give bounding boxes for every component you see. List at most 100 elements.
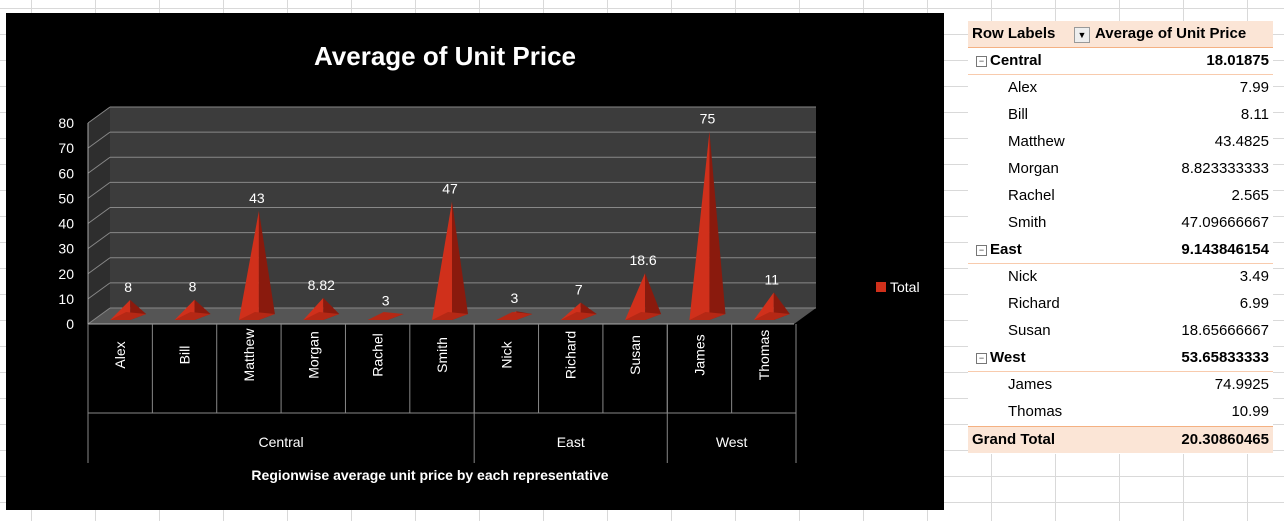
item-label: Richard [1008, 295, 1060, 312]
y-tick-label: 50 [58, 190, 74, 206]
chart-legend[interactable]: Total [876, 279, 920, 295]
pivot-group-row[interactable]: − West 53.65833333 [968, 345, 1273, 372]
bar-pyramid-base [625, 312, 662, 320]
x-tick-label: James [691, 334, 707, 375]
item-value: 2.565 [1231, 187, 1269, 204]
pivot-item-row[interactable]: James 74.9925 [968, 372, 1273, 399]
item-label: Nick [1008, 268, 1038, 285]
pivot-item-row[interactable]: Rachel 2.565 [968, 183, 1273, 210]
pivot-item-row[interactable]: Matthew 43.4825 [968, 129, 1273, 156]
data-label: 43 [249, 190, 265, 206]
x-tick-label: Bill [177, 346, 193, 365]
pivot-item-row[interactable]: Susan 18.65666667 [968, 318, 1273, 345]
bar-pyramid-base [238, 312, 275, 320]
item-label: James [1008, 376, 1053, 393]
pivot-group-row[interactable]: − East 9.143846154 [968, 237, 1273, 264]
item-label: Morgan [1008, 160, 1059, 177]
grand-total-row[interactable]: Grand Total 20.30860465 [968, 426, 1273, 454]
item-value: 10.99 [1231, 403, 1269, 420]
gridline-side [87, 307, 111, 325]
y-tick-label: 70 [58, 140, 74, 156]
bar-pyramid-base [560, 312, 597, 320]
y-tick-label: 20 [58, 266, 74, 282]
y-tick-label: 60 [58, 165, 74, 181]
x-tick-label: Matthew [241, 328, 257, 382]
bar-pyramid-base [367, 312, 404, 320]
gridline-side [87, 106, 111, 124]
bar-pyramid-base [303, 312, 340, 320]
grand-total-value: 20.30860465 [1181, 431, 1269, 448]
data-label: 8.82 [308, 277, 335, 293]
bar-pyramid-base [689, 312, 726, 320]
gridline-side [87, 207, 111, 224]
minus-box-icon[interactable]: − [976, 353, 987, 364]
pivot-group-row[interactable]: − Central 18.01875 [968, 48, 1273, 75]
bar-pyramid-front [432, 201, 452, 320]
x-axis-title: Regionwise average unit price by each re… [251, 467, 608, 483]
gridline-side [87, 131, 111, 149]
item-label: Matthew [1008, 133, 1065, 150]
bar-pyramid-base [753, 312, 790, 320]
x-tick-label: Thomas [756, 330, 772, 381]
item-value: 74.9925 [1214, 376, 1269, 393]
bar-pyramid-base [174, 312, 211, 320]
bar-pyramid-side [452, 201, 468, 320]
bar-pyramid-base [432, 312, 468, 320]
item-label: Susan [1008, 322, 1051, 339]
bar-pyramid-side [645, 273, 662, 320]
group-label: West [990, 349, 1026, 366]
group-label: Central [990, 52, 1042, 69]
bar-pyramid-front [625, 273, 646, 320]
legend-swatch [876, 282, 886, 292]
item-value: 8.823333333 [1181, 160, 1269, 177]
y-tick-label: 40 [58, 216, 74, 232]
bar-pyramid-front [238, 210, 259, 320]
item-value: 18.65666667 [1181, 322, 1269, 339]
pivot-item-row[interactable]: Morgan 8.823333333 [968, 156, 1273, 183]
x-tick-label: Nick [498, 340, 514, 368]
item-value: 43.4825 [1214, 133, 1269, 150]
group-label: East [990, 241, 1022, 258]
chart-canvas: Average of Unit Price 0 10 20 30 40 50 60 70 80 8 8… [58, 41, 816, 483]
dropdown-arrow-icon[interactable]: ▼ [1074, 27, 1090, 43]
gridline-side [87, 232, 111, 250]
minus-box-icon[interactable]: − [976, 245, 987, 256]
item-label: Smith [1008, 214, 1047, 231]
data-label: 11 [765, 271, 780, 287]
group-label: Central [259, 434, 304, 450]
row-labels-header: Row Labels [972, 25, 1056, 42]
group-value: 53.65833333 [1181, 349, 1269, 366]
x-tick-label: Susan [627, 335, 643, 375]
pivot-item-row[interactable]: Thomas 10.99 [968, 399, 1273, 426]
item-value: 47.09666667 [1181, 214, 1269, 231]
data-label: 8 [124, 279, 132, 295]
pivot-chart[interactable]: Average of Unit Price 0 10 20 30 40 50 60 70 80 8 8… [6, 13, 944, 510]
pivot-item-row[interactable]: Richard 6.99 [968, 291, 1273, 318]
pivot-item-row[interactable]: Smith 47.09666667 [968, 210, 1273, 237]
gridline-side [87, 282, 111, 300]
pivot-item-row[interactable]: Nick 3.49 [968, 264, 1273, 291]
pivot-table[interactable]: Row Labels ▼ Average of Unit Price − Cent… [968, 21, 1273, 454]
chart-title: Average of Unit Price [314, 41, 576, 71]
group-value: 9.143846154 [1181, 241, 1269, 258]
pivot-header: Row Labels ▼ Average of Unit Price [968, 21, 1273, 48]
gridline-side [87, 257, 111, 275]
pivot-body: − Central 18.01875 Alex 7.99 Bill 8.11 Matthew 4… [968, 48, 1273, 454]
grand-total-label: Grand Total [972, 431, 1056, 448]
x-tick-label: Rachel [370, 333, 386, 377]
item-value: 8.11 [1240, 106, 1269, 123]
x-tick-label: Richard [563, 331, 579, 379]
item-value: 7.99 [1239, 79, 1269, 96]
data-label: 8 [189, 279, 197, 295]
minus-box-icon[interactable]: − [976, 56, 987, 67]
pivot-item-row[interactable]: Bill 8.11 [968, 102, 1273, 129]
data-label: 47 [442, 181, 458, 197]
bar-pyramid-side [709, 131, 726, 320]
pivot-item-row[interactable]: Alex 7.99 [968, 75, 1273, 102]
item-value: 3.49 [1239, 268, 1269, 285]
y-tick-label: 10 [58, 291, 74, 307]
item-label: Alex [1008, 79, 1038, 96]
x-tick-label: Smith [434, 337, 450, 373]
item-label: Thomas [1008, 403, 1063, 420]
bar-pyramid-base [496, 312, 533, 320]
